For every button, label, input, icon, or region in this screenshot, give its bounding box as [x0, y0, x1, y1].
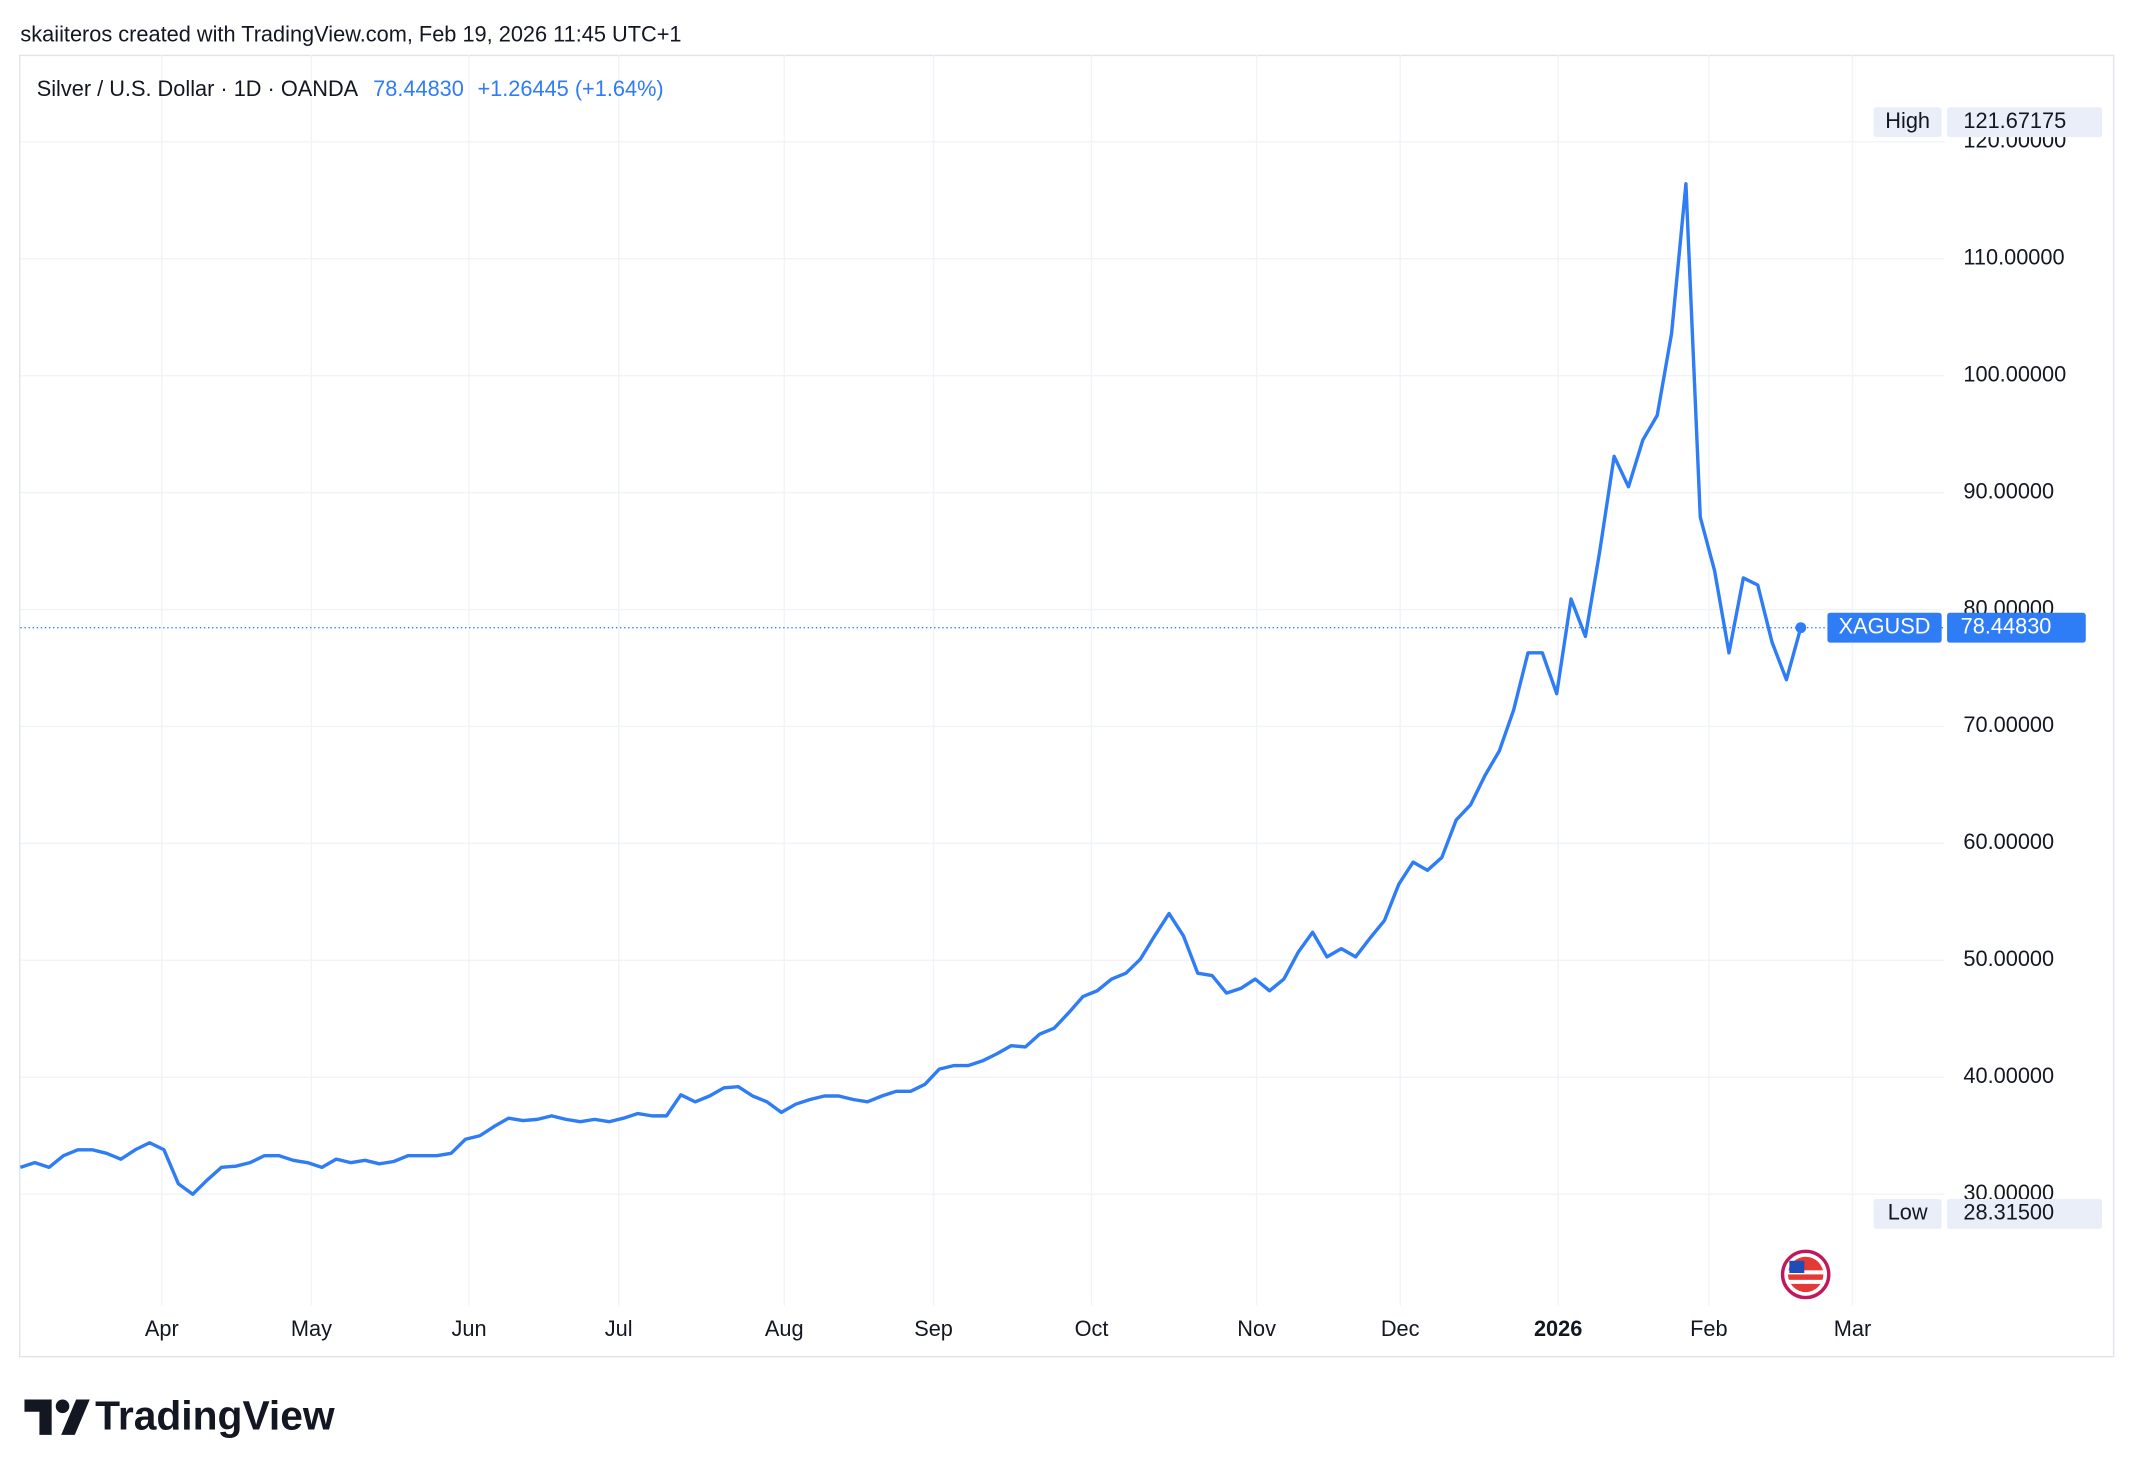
x-tick-label: Jul [605, 1316, 633, 1341]
y-tick-label: 90.00000 [1963, 478, 2054, 503]
x-tick-label: Jun [452, 1316, 487, 1341]
symbol-tag-box [1827, 612, 1942, 643]
symbol-tag: XAGUSD [1839, 613, 1931, 638]
x-tick-label: Nov [1237, 1316, 1276, 1341]
low-value-box [1947, 1198, 2103, 1229]
last-price: 78.44830 [373, 76, 464, 101]
x-tick-label: May [291, 1316, 332, 1341]
chart-title: Silver / U.S. Dollar · 1D · OANDA [37, 76, 359, 101]
attribution: skaiiteros created with TradingView.com,… [20, 21, 681, 46]
price-line [19, 182, 1803, 1196]
y-tick-label: 70.00000 [1963, 712, 2054, 737]
x-tick-label: Sep [914, 1316, 953, 1341]
high-name-box [1873, 107, 1942, 138]
high-name: High [1885, 108, 1930, 133]
last-price-box [1947, 612, 2086, 643]
y-tick-label: 50.00000 [1963, 946, 2054, 971]
grid [20, 54, 1945, 1306]
x-tick-label: 2026 [1534, 1316, 1582, 1341]
x-tick-label: Dec [1381, 1316, 1420, 1341]
chart-frame [19, 54, 2115, 1358]
low-name-box [1873, 1198, 1942, 1229]
y-tick-label: 40.00000 [1963, 1063, 2054, 1088]
brand-logo [24, 1399, 90, 1435]
low-name: Low [1888, 1200, 1928, 1225]
x-tick-label: Feb [1690, 1316, 1727, 1341]
brand-name: TradingView [95, 1392, 335, 1438]
last-price-tag: 78.44830 [1961, 613, 2052, 638]
y-tick-label: 60.00000 [1963, 829, 2054, 854]
price-change: +1.26445 (+1.64%) [477, 76, 663, 101]
high-value-box [1947, 107, 2103, 138]
us-flag-icon [1780, 1249, 1831, 1300]
y-tick-label: 100.00000 [1963, 361, 2066, 386]
y-tick-label: 110.00000 [1963, 244, 2064, 269]
x-tick-label: Mar [1834, 1316, 1871, 1341]
x-tick-label: Aug [765, 1316, 804, 1341]
x-tick-label: Oct [1075, 1316, 1109, 1341]
x-tick-label: Apr [145, 1316, 179, 1341]
last-point [1795, 622, 1807, 634]
low-value: 28.31500 [1963, 1200, 2054, 1225]
high-value: 121.67175 [1963, 108, 2066, 133]
